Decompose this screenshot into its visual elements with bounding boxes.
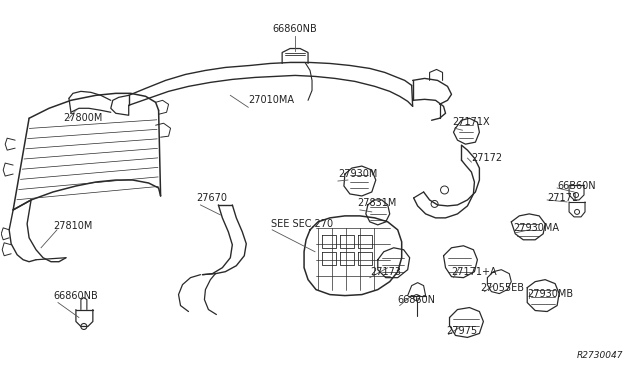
Text: 27171: 27171 bbox=[547, 193, 578, 203]
Text: 27800M: 27800M bbox=[63, 113, 102, 123]
Text: 27010MA: 27010MA bbox=[248, 95, 294, 105]
Text: 27171X: 27171X bbox=[452, 117, 490, 127]
Text: 27173: 27173 bbox=[370, 267, 401, 277]
Text: 66B60N: 66B60N bbox=[557, 181, 596, 191]
Text: 66860NB: 66860NB bbox=[273, 23, 317, 33]
Text: R2730047: R2730047 bbox=[577, 351, 623, 360]
Text: 27172: 27172 bbox=[472, 153, 502, 163]
Text: 66860N: 66860N bbox=[397, 295, 436, 305]
Text: SEE SEC.270: SEE SEC.270 bbox=[271, 219, 333, 229]
Text: 27670: 27670 bbox=[196, 193, 227, 203]
Text: 27055EB: 27055EB bbox=[481, 283, 524, 293]
Text: 27930MB: 27930MB bbox=[527, 289, 573, 299]
Text: 27930M: 27930M bbox=[338, 169, 378, 179]
Text: 66860NB: 66860NB bbox=[53, 291, 98, 301]
Text: 27810M: 27810M bbox=[53, 221, 92, 231]
Text: 27930MA: 27930MA bbox=[513, 223, 559, 233]
Text: 27831M: 27831M bbox=[357, 198, 396, 208]
Text: 27975: 27975 bbox=[447, 327, 477, 336]
Text: 27171+A: 27171+A bbox=[451, 267, 497, 277]
